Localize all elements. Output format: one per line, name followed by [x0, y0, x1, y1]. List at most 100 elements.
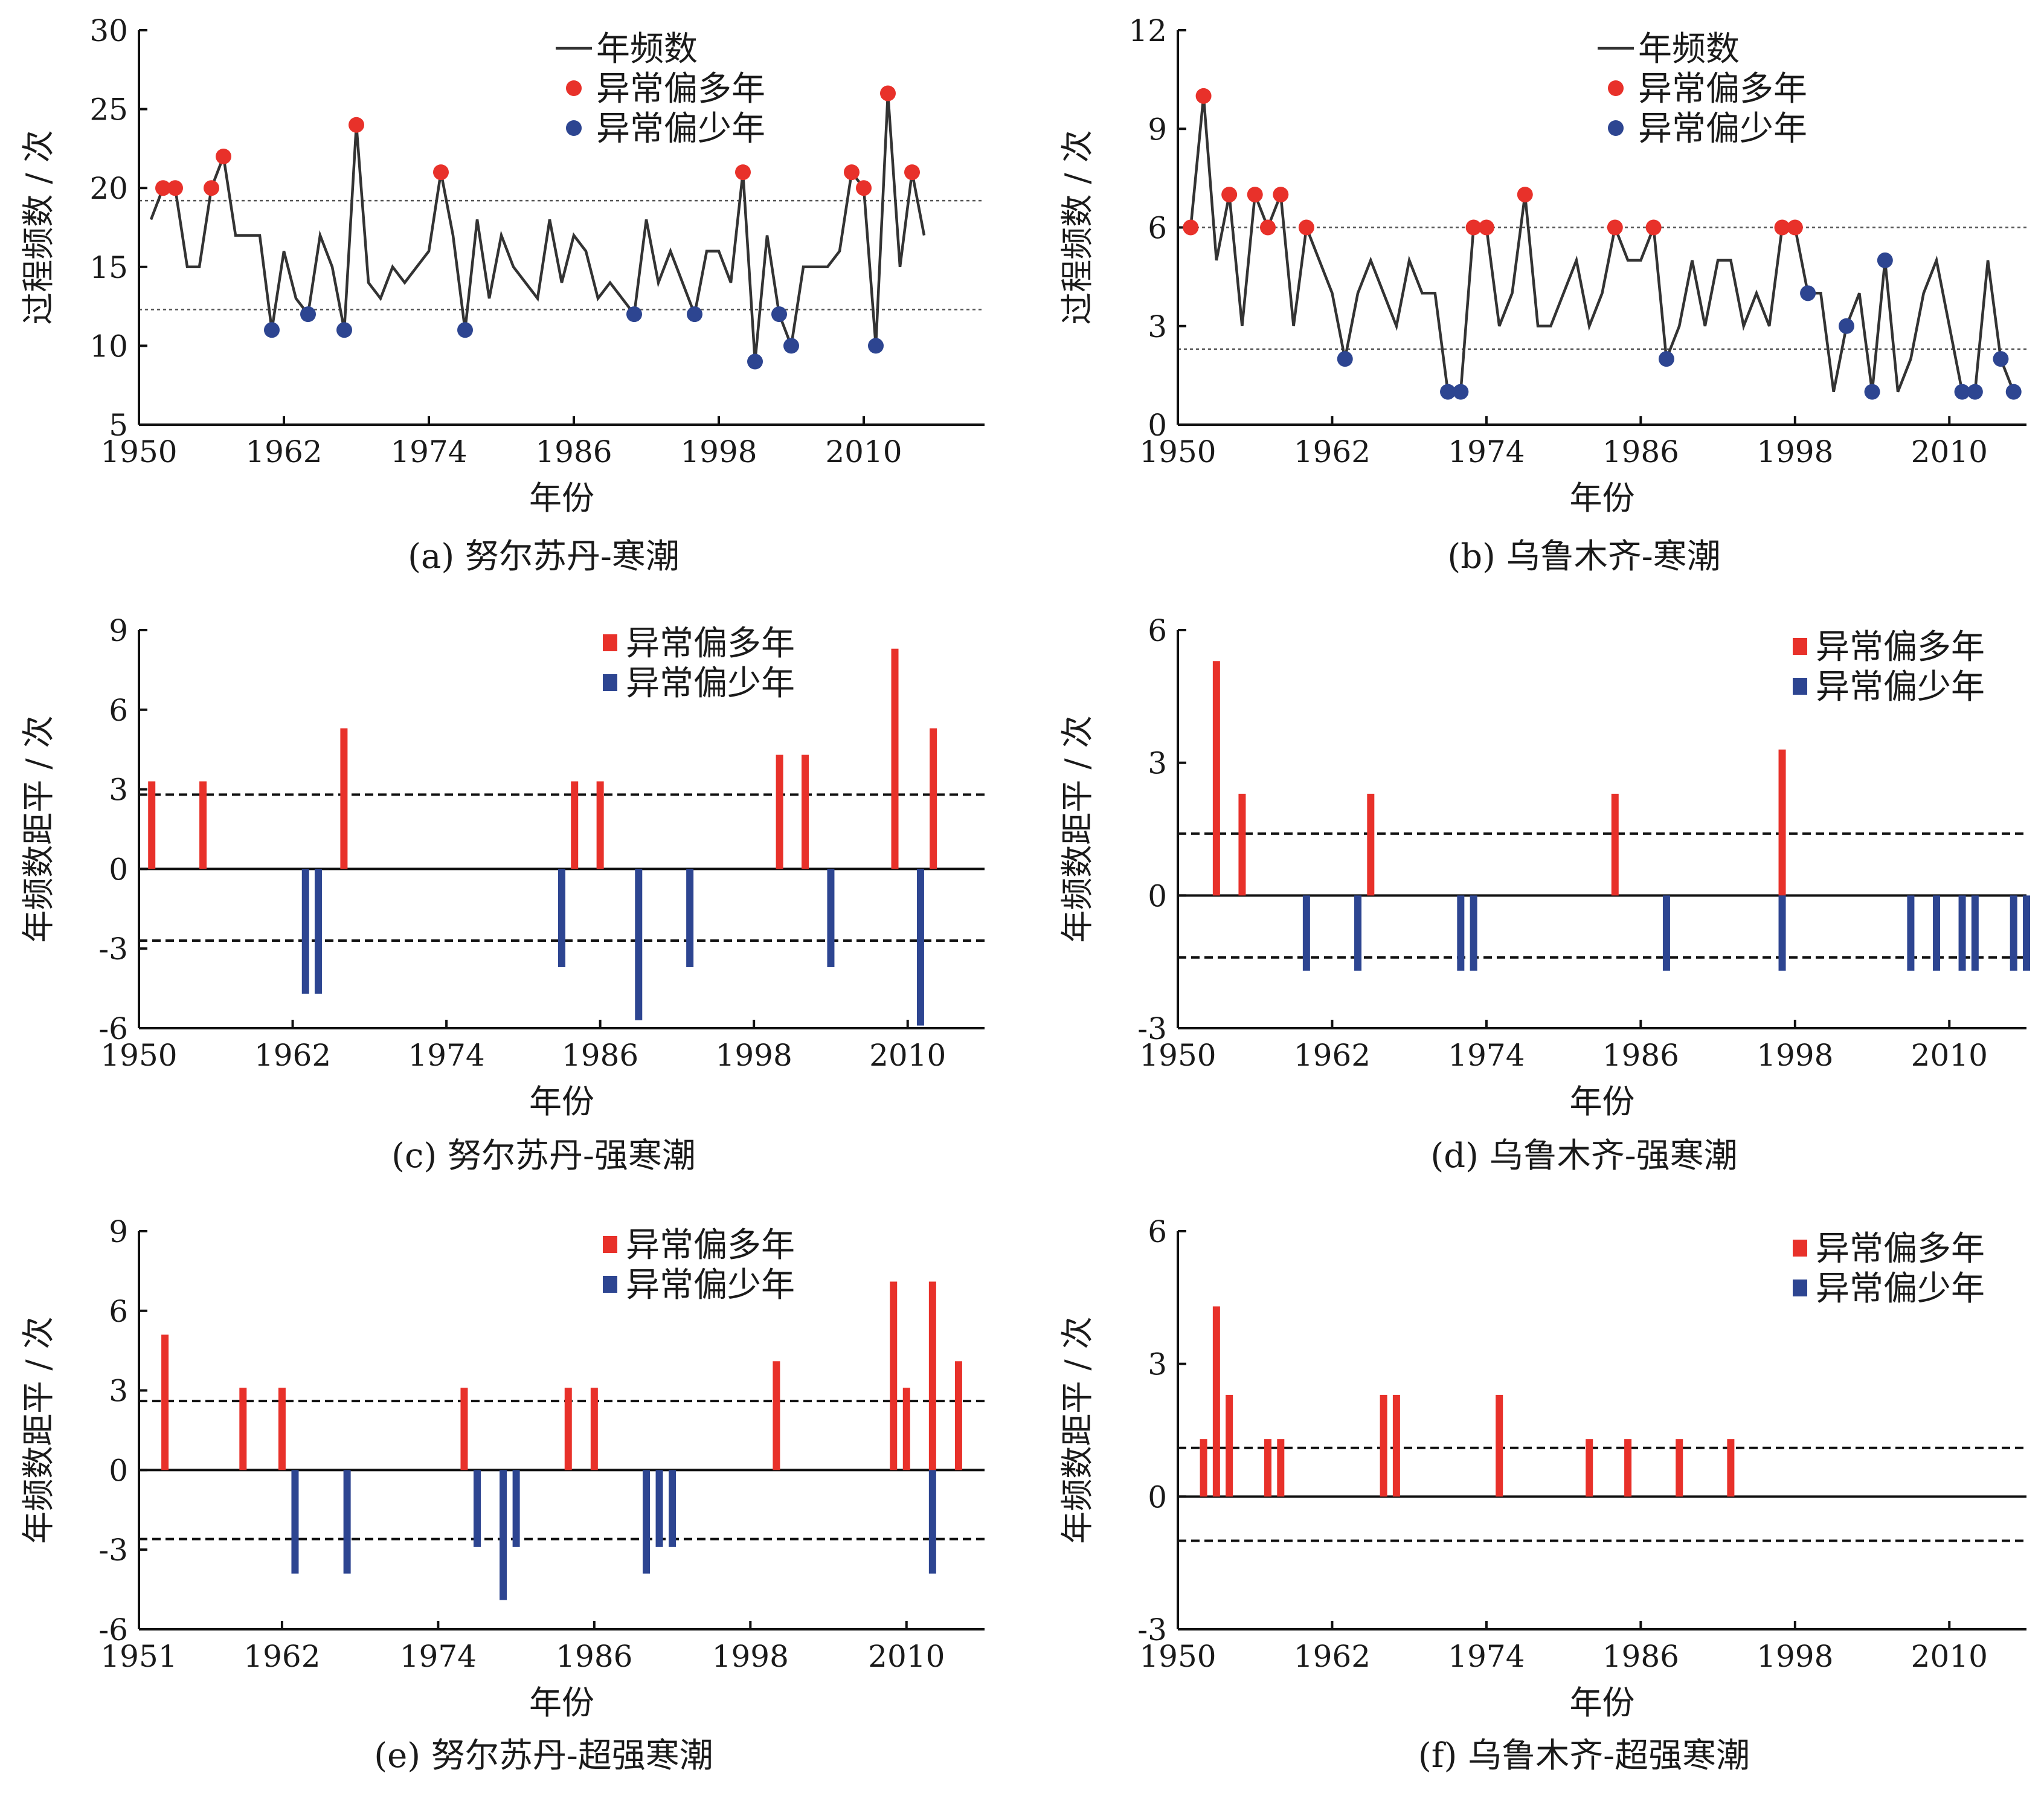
low-year-bar — [643, 1470, 650, 1574]
low-year-bar — [512, 1470, 520, 1547]
low-year-point — [1800, 285, 1816, 301]
x-tick-label: 1986 — [1602, 434, 1679, 469]
low-year-point — [626, 306, 642, 323]
low-year-bar — [1778, 895, 1786, 971]
high-year-bar — [1586, 1439, 1593, 1497]
y-tick-label: 0 — [1148, 1479, 1167, 1515]
low-year-bar — [635, 869, 643, 1020]
high-year-point — [1221, 187, 1238, 203]
y-tick-label: 6 — [1148, 613, 1167, 648]
y-tick-label: 20 — [89, 171, 128, 206]
high-year-bar — [596, 781, 604, 869]
x-tick-label: 2010 — [868, 1639, 945, 1674]
legend-high-swatch — [1793, 1240, 1807, 1257]
chart-caption: (c) 努尔苏丹-强寒潮 — [391, 1136, 696, 1176]
legend-label: 异常偏多年 — [1638, 69, 1807, 109]
high-year-bar — [1212, 1306, 1220, 1497]
y-tick-label: -3 — [1137, 1612, 1167, 1647]
x-tick-label: 1974 — [1448, 1038, 1525, 1073]
high-year-point — [735, 164, 751, 181]
chart-panel-b: 0 3 6 9 12 1950 1962 1974 1986 1998 2010 年份 过程频数 / 次… — [1058, 13, 2026, 576]
high-year-bar — [340, 728, 348, 869]
y-tick-label: -6 — [98, 1011, 128, 1046]
high-year-bar — [890, 1281, 898, 1470]
low-year-bar — [314, 869, 322, 994]
low-year-bar — [1958, 895, 1966, 971]
x-tick-label: 1974 — [1448, 1639, 1525, 1674]
high-year-bar — [161, 1334, 169, 1470]
x-tick-label: 1998 — [1756, 1038, 1833, 1073]
y-tick-label: 9 — [109, 613, 128, 648]
x-tick-label: 1950 — [1139, 1038, 1216, 1073]
high-year-point — [1645, 219, 1662, 236]
x-tick-label: 1974 — [1448, 434, 1525, 469]
high-year-bar — [590, 1388, 598, 1470]
x-tick-label: 1974 — [400, 1639, 477, 1674]
x-axis-label: 年份 — [529, 1684, 594, 1722]
high-year-bar — [1367, 793, 1375, 896]
high-year-bar — [239, 1388, 247, 1470]
legend-label: 异常偏多年 — [626, 1226, 795, 1265]
y-tick-label: 6 — [109, 693, 128, 728]
x-tick-label: 1962 — [1294, 1038, 1371, 1073]
legend-low-swatch — [1608, 120, 1624, 136]
series-line — [1189, 95, 2015, 393]
y-tick-label: -3 — [1137, 1011, 1167, 1046]
x-axis-label: 年份 — [529, 479, 594, 517]
low-year-point — [1440, 384, 1456, 400]
chart-caption: (d) 乌鲁木齐-强寒潮 — [1430, 1136, 1737, 1176]
low-year-point — [336, 322, 352, 338]
low-year-bar — [2010, 895, 2017, 971]
y-tick-label: 0 — [109, 1453, 128, 1488]
legend-label: 异常偏多年 — [1816, 1229, 1985, 1269]
low-year-bar — [474, 1470, 481, 1547]
y-axis-label: 过程频数 / 次 — [1058, 130, 1096, 325]
x-tick-label: 1998 — [680, 434, 757, 469]
low-year-point — [1993, 351, 2009, 367]
high-year-bar — [930, 728, 937, 869]
x-tick-label: 1962 — [243, 1639, 320, 1674]
high-year-bar — [1727, 1439, 1735, 1497]
high-year-bar — [802, 755, 809, 869]
y-tick-label: 3 — [109, 1374, 128, 1409]
low-year-point — [1658, 351, 1674, 367]
low-year-point — [687, 306, 702, 323]
low-year-bar — [1470, 895, 1477, 971]
low-year-bar — [1662, 895, 1670, 971]
x-axis-label: 年份 — [1570, 479, 1635, 517]
high-year-bar — [1392, 1394, 1400, 1497]
y-tick-label: 0 — [1148, 878, 1167, 913]
y-axis-label: 年频数距平 / 次 — [1058, 1316, 1096, 1544]
low-year-bar — [291, 1470, 299, 1574]
low-year-point — [1337, 351, 1353, 367]
high-year-bar — [571, 781, 579, 869]
low-year-point — [2005, 384, 2022, 400]
low-year-bar — [686, 869, 694, 967]
x-tick-label: 2010 — [1911, 434, 1988, 469]
legend-label: 异常偏多年 — [1816, 628, 1985, 667]
low-year-point — [771, 306, 787, 323]
y-tick-label: 3 — [1148, 1347, 1167, 1382]
legend-low-swatch — [603, 1276, 617, 1293]
y-tick-label: 6 — [1148, 211, 1167, 246]
x-tick-label: 1974 — [390, 434, 467, 469]
low-year-bar — [1302, 895, 1310, 971]
y-tick-label: 3 — [1148, 309, 1167, 344]
high-year-bar — [776, 755, 783, 869]
legend-high-swatch — [1793, 638, 1807, 655]
high-year-point — [349, 117, 364, 133]
x-tick-label: 1962 — [1294, 1639, 1371, 1674]
high-year-bar — [1200, 1439, 1207, 1497]
low-year-point — [1967, 384, 1983, 400]
series-line — [149, 93, 926, 362]
high-year-point — [155, 180, 171, 196]
legend-label: 异常偏少年 — [596, 109, 765, 149]
high-year-point — [1298, 219, 1314, 236]
low-year-point — [783, 338, 799, 354]
legend-low-swatch — [1793, 1280, 1807, 1296]
low-year-bar — [669, 1470, 677, 1547]
